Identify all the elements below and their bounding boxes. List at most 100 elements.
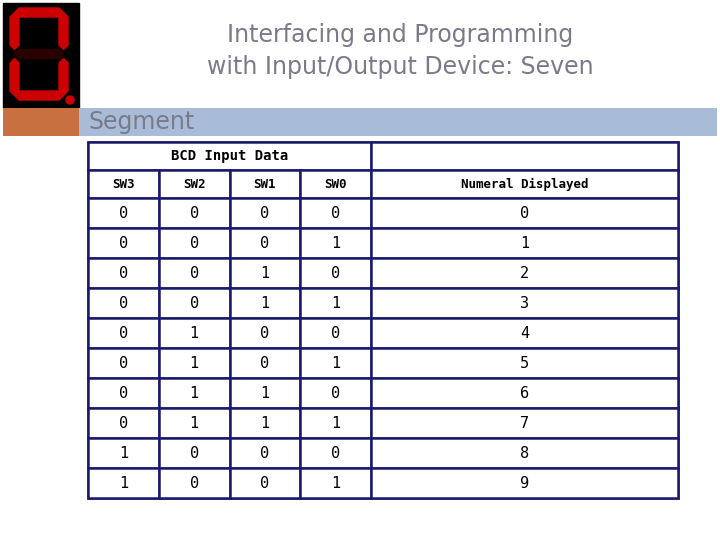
FancyBboxPatch shape <box>300 378 372 408</box>
Text: 1: 1 <box>119 446 128 461</box>
FancyBboxPatch shape <box>159 170 230 198</box>
FancyBboxPatch shape <box>88 348 159 378</box>
FancyBboxPatch shape <box>300 348 372 378</box>
Text: 0: 0 <box>331 386 341 401</box>
Circle shape <box>66 96 74 104</box>
Text: 0: 0 <box>331 206 341 220</box>
Text: 1: 1 <box>261 295 269 310</box>
FancyBboxPatch shape <box>372 348 678 378</box>
FancyBboxPatch shape <box>159 348 230 378</box>
FancyBboxPatch shape <box>230 438 300 468</box>
FancyBboxPatch shape <box>88 258 159 288</box>
FancyBboxPatch shape <box>372 288 678 318</box>
FancyBboxPatch shape <box>230 198 300 228</box>
Text: 0: 0 <box>119 266 128 280</box>
Polygon shape <box>59 58 68 96</box>
Text: 6: 6 <box>520 386 529 401</box>
Text: with Input/Output Device: Seven: with Input/Output Device: Seven <box>207 55 593 79</box>
FancyBboxPatch shape <box>300 468 372 498</box>
FancyBboxPatch shape <box>159 318 230 348</box>
Text: Interfacing and Programming: Interfacing and Programming <box>227 23 573 47</box>
FancyBboxPatch shape <box>159 258 230 288</box>
FancyBboxPatch shape <box>159 198 230 228</box>
FancyBboxPatch shape <box>88 228 159 258</box>
FancyBboxPatch shape <box>230 348 300 378</box>
Text: 3: 3 <box>520 295 529 310</box>
Polygon shape <box>10 12 19 50</box>
Text: 1: 1 <box>331 476 341 490</box>
FancyBboxPatch shape <box>88 142 678 498</box>
Text: 1: 1 <box>520 235 529 251</box>
FancyBboxPatch shape <box>300 198 372 228</box>
Polygon shape <box>14 91 63 100</box>
FancyBboxPatch shape <box>372 468 678 498</box>
FancyBboxPatch shape <box>88 170 159 198</box>
Text: 0: 0 <box>189 206 199 220</box>
FancyBboxPatch shape <box>230 288 300 318</box>
FancyBboxPatch shape <box>88 438 159 468</box>
FancyBboxPatch shape <box>230 468 300 498</box>
FancyBboxPatch shape <box>159 438 230 468</box>
Text: 0: 0 <box>261 476 269 490</box>
FancyBboxPatch shape <box>372 378 678 408</box>
FancyBboxPatch shape <box>230 170 300 198</box>
Text: 9: 9 <box>520 476 529 490</box>
FancyBboxPatch shape <box>372 438 678 468</box>
FancyBboxPatch shape <box>300 170 372 198</box>
FancyBboxPatch shape <box>300 288 372 318</box>
Text: 0: 0 <box>261 326 269 341</box>
Text: 1: 1 <box>261 386 269 401</box>
Text: 1: 1 <box>189 355 199 370</box>
FancyBboxPatch shape <box>230 228 300 258</box>
Text: BCD Input Data: BCD Input Data <box>171 149 288 163</box>
FancyBboxPatch shape <box>372 258 678 288</box>
Text: SW1: SW1 <box>253 178 276 191</box>
FancyBboxPatch shape <box>230 378 300 408</box>
Polygon shape <box>14 8 63 17</box>
FancyBboxPatch shape <box>230 258 300 288</box>
Text: 5: 5 <box>520 355 529 370</box>
FancyBboxPatch shape <box>88 408 159 438</box>
FancyBboxPatch shape <box>230 318 300 348</box>
Text: 0: 0 <box>119 386 128 401</box>
Text: 0: 0 <box>520 206 529 220</box>
FancyBboxPatch shape <box>159 408 230 438</box>
Text: 0: 0 <box>261 355 269 370</box>
Text: 0: 0 <box>189 446 199 461</box>
Text: 0: 0 <box>119 326 128 341</box>
Text: 0: 0 <box>189 235 199 251</box>
FancyBboxPatch shape <box>88 142 372 170</box>
Text: SW2: SW2 <box>183 178 205 191</box>
Text: Segment: Segment <box>88 110 194 134</box>
Text: 1: 1 <box>189 326 199 341</box>
Polygon shape <box>14 50 63 58</box>
Text: SW3: SW3 <box>112 178 135 191</box>
Text: 0: 0 <box>189 295 199 310</box>
Text: 1: 1 <box>119 476 128 490</box>
Text: 1: 1 <box>331 415 341 430</box>
Text: 1: 1 <box>189 386 199 401</box>
Text: 0: 0 <box>261 235 269 251</box>
Text: 0: 0 <box>189 266 199 280</box>
Text: 0: 0 <box>119 206 128 220</box>
Text: 0: 0 <box>189 476 199 490</box>
FancyBboxPatch shape <box>88 198 159 228</box>
FancyBboxPatch shape <box>88 318 159 348</box>
Text: 1: 1 <box>261 266 269 280</box>
Text: 0: 0 <box>119 355 128 370</box>
FancyBboxPatch shape <box>159 228 230 258</box>
Text: 0: 0 <box>119 235 128 251</box>
Text: 1: 1 <box>331 295 341 310</box>
FancyBboxPatch shape <box>372 228 678 258</box>
Text: 0: 0 <box>331 266 341 280</box>
Text: 0: 0 <box>119 295 128 310</box>
Text: 1: 1 <box>189 415 199 430</box>
FancyBboxPatch shape <box>300 408 372 438</box>
FancyBboxPatch shape <box>230 408 300 438</box>
Text: 7: 7 <box>520 415 529 430</box>
Text: 0: 0 <box>119 415 128 430</box>
Text: Numeral Displayed: Numeral Displayed <box>461 178 588 191</box>
FancyBboxPatch shape <box>88 378 159 408</box>
Text: 1: 1 <box>261 415 269 430</box>
FancyBboxPatch shape <box>300 318 372 348</box>
